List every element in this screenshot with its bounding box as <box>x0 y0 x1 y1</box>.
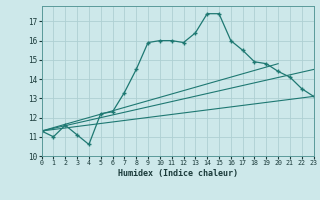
X-axis label: Humidex (Indice chaleur): Humidex (Indice chaleur) <box>118 169 237 178</box>
